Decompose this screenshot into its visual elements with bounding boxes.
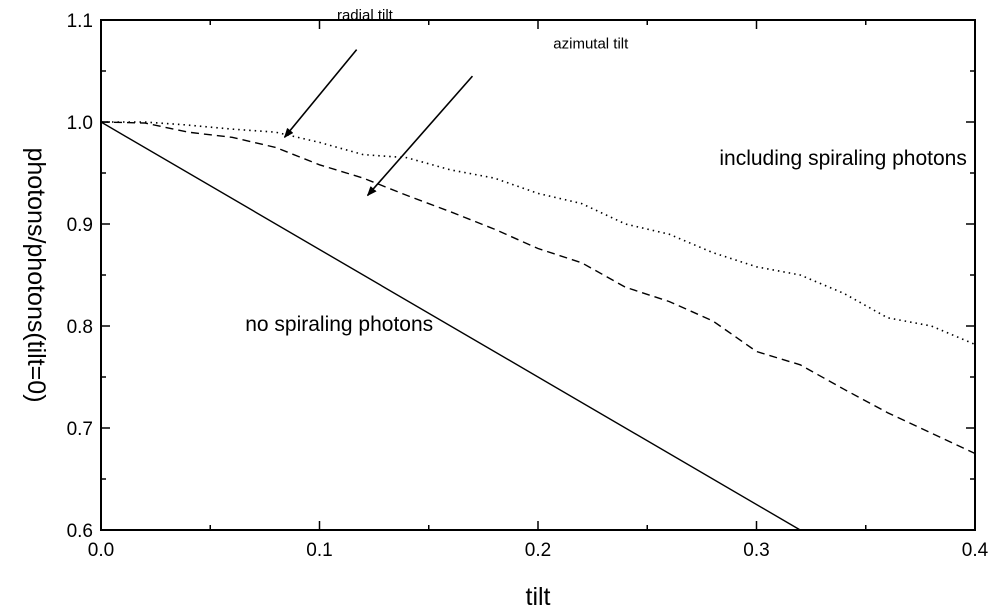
- annotation-layer: radial tilt azimutal tilt including spiral…: [245, 7, 967, 336]
- plot-frame: [100, 19, 976, 531]
- y-tick-label: 0.6: [67, 521, 93, 542]
- series-layer: [100, 121, 976, 531]
- x-ticks: 0.0 0.1 0.2 0.3 0.4: [88, 20, 989, 561]
- x-tick-label: 0.1: [306, 540, 332, 561]
- annotation-label: azimutal tilt: [553, 36, 629, 53]
- annotation-label: radial tilt: [337, 7, 394, 24]
- annotation-arrow: [283, 49, 358, 139]
- x-tick-label: 0.3: [743, 540, 769, 561]
- y-tick-label: 0.9: [67, 215, 93, 236]
- y-tick-label: 1.0: [67, 113, 93, 134]
- y-axis-label: photons/photons(tilt=0): [22, 147, 50, 402]
- y-tick-label: 0.7: [67, 419, 93, 440]
- annotation-label: including spiraling photons: [719, 147, 967, 170]
- y-tick-label: 0.8: [67, 317, 93, 338]
- x-tick-label: 0.2: [525, 540, 551, 561]
- y-tick-label: 1.1: [67, 11, 93, 32]
- x-tick-label: 0.4: [962, 540, 989, 561]
- x-tick-label: 0.0: [88, 540, 114, 561]
- annotation-label: no spiraling photons: [245, 313, 433, 336]
- x-axis-label: tilt: [526, 583, 551, 611]
- y-ticks: 0.6 0.7 0.8 0.9 1.0 1.1: [67, 11, 975, 542]
- series-solid-line: [100, 121, 801, 531]
- series-dashed-line: [100, 121, 976, 455]
- annotation-arrow: [366, 75, 474, 197]
